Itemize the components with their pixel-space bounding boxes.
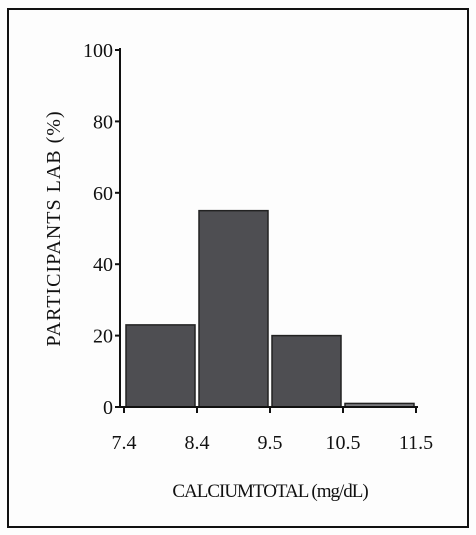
y-ticks-group: 0 20 40 60 80 100 — [83, 40, 120, 419]
x-tick-label: 10.5 — [326, 432, 361, 454]
x-tick-label: 7.4 — [112, 432, 137, 454]
y-tick-label: 0 — [103, 397, 113, 419]
y-tick-label: 80 — [93, 111, 113, 133]
bars-group — [125, 209, 415, 408]
x-tick-label: 11.5 — [399, 432, 433, 454]
y-tick-label: 20 — [93, 326, 113, 348]
y-tick-label: 100 — [83, 40, 113, 62]
chart-border — [7, 8, 469, 528]
y-tick-label: 60 — [93, 183, 113, 205]
histogram-bar — [125, 324, 196, 408]
x-tick-label: 9.5 — [258, 432, 283, 454]
x-tick-label: 8.4 — [185, 432, 210, 454]
histogram-bar — [271, 334, 342, 408]
x-axis-title: CALCIUMTOTAL (mg/dL) — [172, 481, 368, 502]
y-tick-label: 40 — [93, 254, 113, 276]
x-ticks-group: 7.4 8.4 9.5 10.5 11.5 — [112, 407, 433, 454]
histogram-bar — [198, 209, 269, 408]
y-axis-title: PARTICIPANTS LAB (%) — [43, 110, 65, 346]
